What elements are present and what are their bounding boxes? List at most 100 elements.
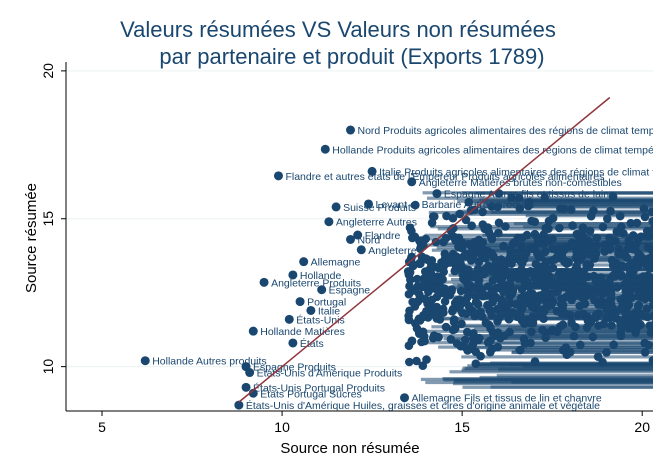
plot-area: Nord Produits agricoles alimentaires des…	[140, 96, 653, 412]
cloud-point	[412, 356, 421, 366]
data-point-label-27: États-Unis d'Amérique Huiles, graisses e…	[246, 399, 600, 412]
y-tick-label-2: 20	[40, 63, 56, 79]
data-point-label-0: Nord Produits agricoles alimentaires des…	[357, 125, 653, 137]
data-point-label-20: États	[300, 337, 324, 350]
data-point-label-15: Espagne	[329, 285, 371, 297]
cloud-point	[413, 297, 422, 307]
cloud-label-band	[457, 283, 653, 287]
data-point-label-8: Angleterre Autres	[336, 217, 417, 229]
cloud-label-band	[455, 255, 653, 259]
cloud-label-band	[514, 285, 653, 290]
cloud-point	[412, 274, 422, 284]
fit-line	[238, 96, 611, 403]
cloud-point	[404, 269, 414, 279]
cloud-label-band	[442, 377, 653, 381]
data-point-label-11: Angleterre	[368, 245, 417, 257]
cloud-label-band	[484, 302, 653, 306]
cloud-label-band	[480, 362, 653, 366]
cloud-label-band	[459, 244, 653, 248]
cloud-label-band	[475, 205, 653, 209]
cloud-label-band	[511, 350, 653, 354]
cloud-label-band	[486, 348, 653, 352]
point-cloud	[403, 189, 653, 389]
x-axis-title: Source non résumée	[280, 440, 419, 457]
cloud-label-band	[475, 191, 653, 195]
data-point-label-1: Hollande Produits agricoles alimentaires…	[332, 144, 653, 156]
cloud-label-band	[423, 280, 653, 284]
data-point-7	[331, 202, 341, 212]
cloud-point	[414, 328, 424, 337]
cloud-label-band	[441, 242, 653, 246]
cloud-point	[430, 212, 439, 221]
data-point-21	[140, 356, 150, 366]
cloud-point	[441, 253, 450, 262]
data-point-0	[345, 125, 355, 135]
cloud-label-band	[504, 268, 653, 272]
data-point-27	[234, 400, 244, 410]
cloud-point	[405, 306, 414, 316]
cloud-label-band	[496, 374, 653, 378]
cloud-label-band	[461, 368, 653, 372]
cloud-label-band	[474, 249, 653, 253]
cloud-label-band	[451, 278, 653, 282]
data-point-label-4: Angleterre Matières brutes non-comestibl…	[419, 177, 622, 189]
data-point-label-9: Flandre	[365, 230, 401, 242]
cloud-label-band	[512, 298, 653, 302]
data-point-label-22: Espagne Produits	[253, 362, 336, 374]
cloud-point	[494, 218, 504, 228]
cloud-label-band	[509, 240, 653, 244]
data-point-label-7: Suisse Produits	[343, 202, 416, 214]
data-point-label-18: États-Unis	[296, 313, 344, 326]
data-point-17	[306, 305, 316, 315]
data-point-1	[320, 144, 330, 154]
data-point-14	[259, 277, 269, 287]
cloud-point	[421, 254, 431, 263]
cloud-label-band	[450, 337, 653, 341]
cloud-point	[438, 304, 448, 314]
cloud-label-band	[522, 364, 653, 368]
data-point-4	[407, 177, 417, 187]
data-point-12	[299, 257, 309, 267]
cloud-point	[411, 319, 420, 328]
cloud-label-band	[454, 212, 653, 216]
data-point-label-12: Allemagne	[311, 257, 361, 269]
data-point-label-25: États Portugal Sucres	[260, 387, 362, 400]
cloud-label-band	[448, 310, 653, 314]
cloud-point	[405, 223, 415, 232]
cloud-label-band	[504, 222, 653, 226]
y-axis-title: Source résumée	[23, 183, 40, 293]
data-point-label-14: Angleterre Produits	[271, 277, 361, 289]
cloud-point	[440, 297, 450, 306]
data-point-2	[273, 171, 283, 181]
cloud-point	[404, 315, 414, 325]
data-point-23	[245, 368, 255, 378]
x-tick-label-2: 15	[454, 419, 470, 435]
data-point-label-24: États-Unis Portugal Produits	[253, 381, 385, 394]
data-point-10	[345, 234, 355, 244]
cloud-label-band	[517, 235, 653, 239]
cloud-point	[407, 336, 417, 346]
cloud-label-band	[461, 355, 653, 359]
cloud-label-band	[469, 201, 653, 206]
cloud-label-band	[437, 227, 653, 231]
cloud-label-band	[523, 225, 653, 229]
cloud-point	[429, 331, 439, 340]
data-point-5	[432, 189, 442, 199]
data-point-11	[356, 245, 366, 255]
cloud-point	[426, 269, 436, 278]
data-point-9	[353, 230, 363, 240]
cloud-label-band	[520, 343, 653, 347]
data-point-18	[284, 314, 294, 324]
cloud-point	[431, 262, 440, 272]
data-point-label-19: Hollande Matières	[260, 326, 345, 338]
data-point-label-17: Italie	[318, 305, 340, 317]
cloud-label-band	[479, 198, 653, 202]
data-point-8	[324, 217, 334, 227]
cloud-label-band	[452, 238, 653, 242]
data-point-20	[288, 338, 298, 348]
data-point-label-26: Allemagne Fils et tissus de lin et chanv…	[412, 393, 602, 405]
cloud-label-band	[431, 325, 653, 329]
cloud-label-band	[490, 385, 653, 389]
cloud-label-band	[470, 305, 653, 309]
cloud-point	[408, 233, 417, 243]
